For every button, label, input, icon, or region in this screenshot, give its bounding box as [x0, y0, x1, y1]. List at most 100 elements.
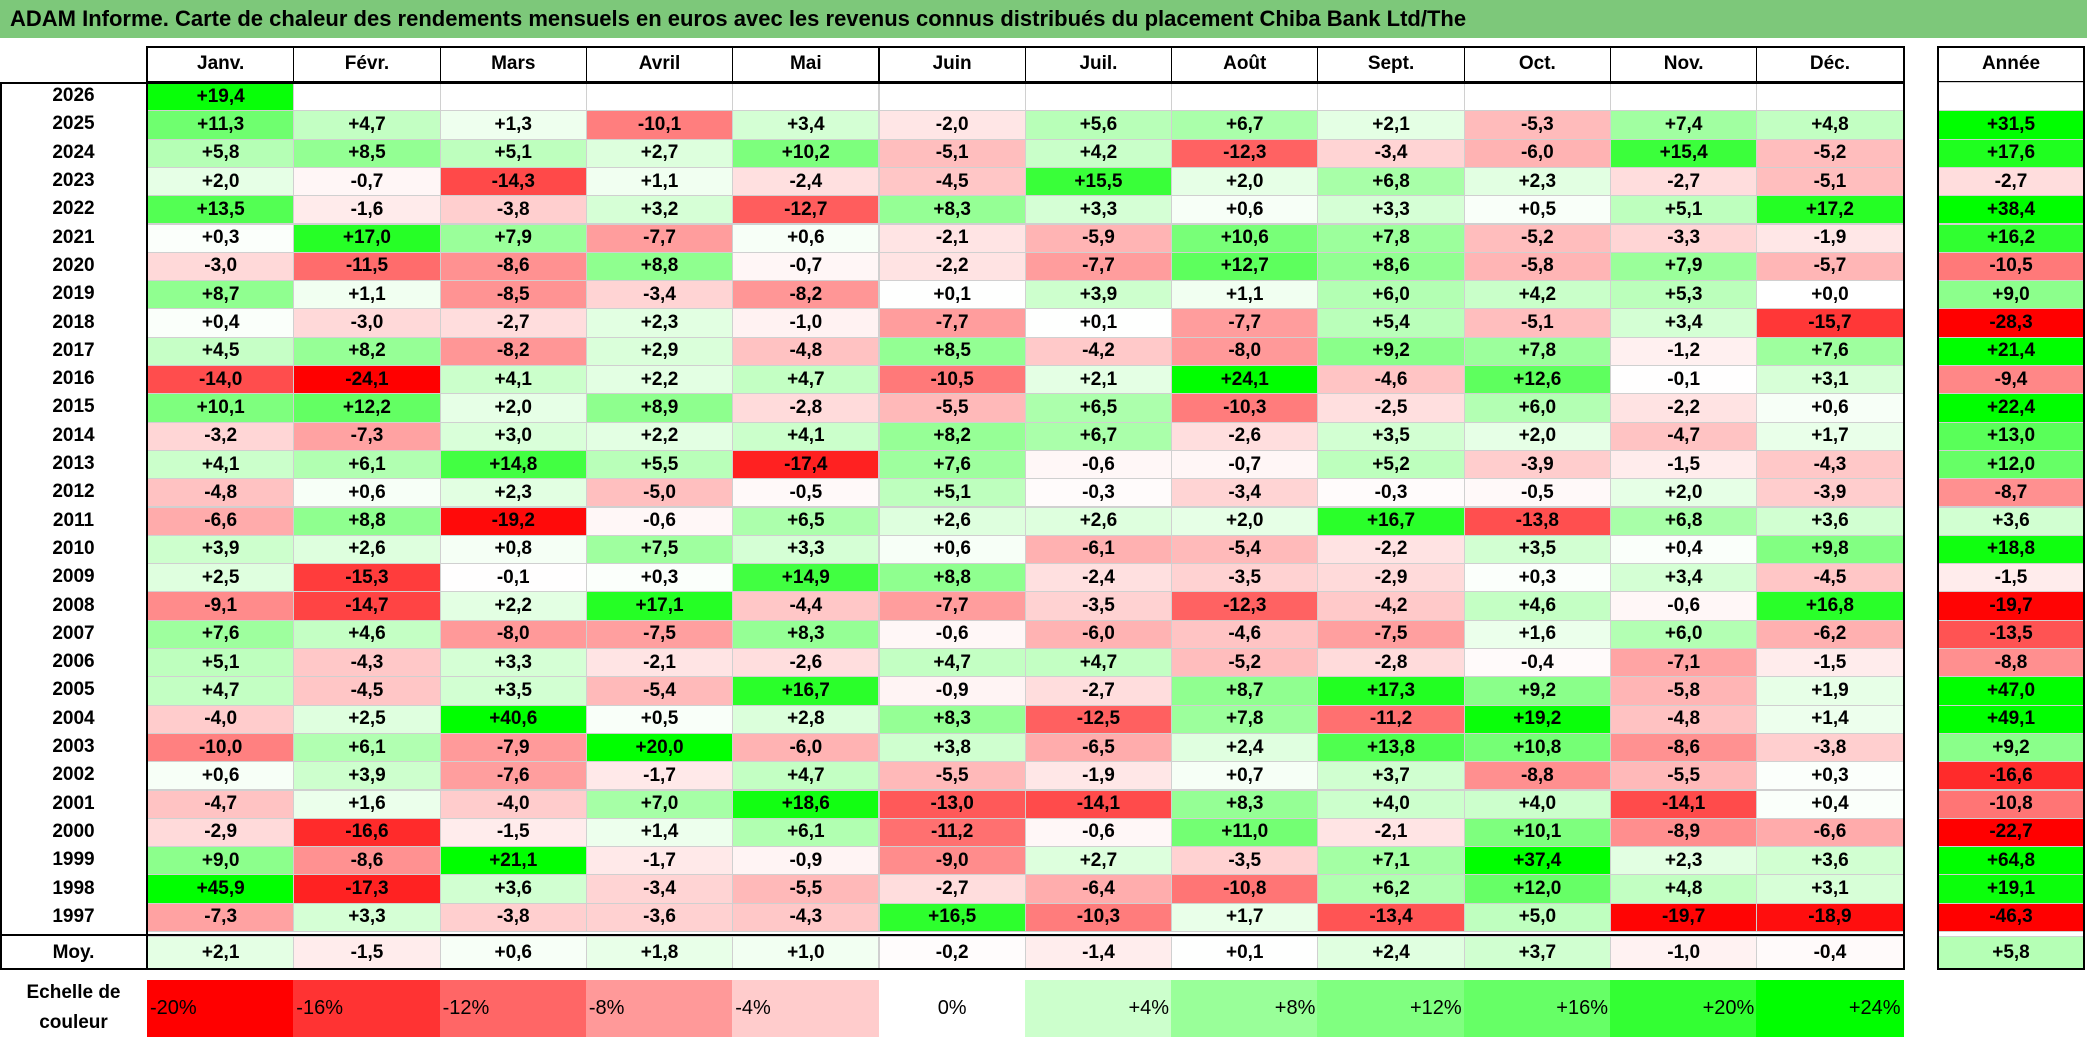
heatmap-cell: -8,5	[439, 280, 587, 310]
heatmap-cell: -6,0	[732, 732, 880, 763]
heatmap-cell: +4,1	[732, 421, 880, 451]
year-label: 2022	[0, 195, 147, 224]
heatmap-cell: +4,1	[439, 365, 587, 395]
annual-cell: +13,0	[1938, 421, 2084, 451]
heatmap-cell: -8,9	[1610, 817, 1758, 848]
annual-cell: +18,8	[1938, 534, 2084, 565]
heatmap-cell: -4,4	[732, 591, 880, 621]
heatmap-cell: -5,5	[1610, 761, 1758, 791]
heatmap-cell: +19,4	[147, 82, 295, 112]
heatmap-cell: -8,0	[1171, 336, 1319, 366]
heatmap-cell: -13,8	[1463, 506, 1611, 536]
heatmap-cell: -2,5	[1317, 393, 1465, 423]
average-cell: -0,4	[1756, 936, 1904, 969]
heatmap-cell: +3,5	[1463, 534, 1611, 565]
heatmap-cell: -4,2	[1024, 336, 1173, 366]
heatmap-cell: +20,0	[585, 732, 734, 763]
heatmap-cell: -5,2	[1756, 138, 1904, 168]
heatmap-cell: -0,5	[732, 478, 880, 508]
heatmap-cell: -5,8	[1610, 676, 1758, 706]
month-header: Août	[1171, 46, 1319, 82]
heatmap-cell: +17,2	[1756, 195, 1904, 225]
heatmap-cell: +15,4	[1610, 138, 1758, 168]
heatmap-cell: -10,5	[878, 365, 1026, 395]
month-header: Mars	[439, 46, 587, 82]
heatmap-cell: -8,6	[439, 251, 587, 282]
heatmap-cell: -4,7	[1610, 421, 1758, 451]
heatmap-cell: +10,1	[147, 393, 295, 423]
heatmap-cell: +8,5	[293, 138, 441, 168]
annual-cell: -13,5	[1938, 619, 2084, 649]
heatmap-cell: +2,2	[585, 365, 734, 395]
average-cell: +0,1	[1171, 936, 1319, 969]
heatmap-cell: +4,2	[1024, 138, 1173, 168]
heatmap-cell: -4,0	[147, 704, 295, 734]
heatmap-cell: -8,2	[439, 336, 587, 366]
heatmap-cell: -11,2	[1317, 704, 1465, 734]
heatmap-cell: +19,2	[1463, 704, 1611, 734]
year-label: 2003	[0, 732, 147, 762]
heatmap-cell: +5,5	[585, 449, 734, 480]
heatmap-cell: +2,0	[147, 166, 295, 197]
heatmap-cell: -7,7	[878, 591, 1026, 621]
heatmap-cell: +8,3	[1171, 789, 1319, 819]
heatmap-cell: -6,4	[1024, 874, 1173, 904]
heatmap-cell: +14,8	[439, 449, 587, 480]
heatmap-cell: -0,6	[1610, 591, 1758, 621]
heatmap-cell: +4,6	[1463, 591, 1611, 621]
heatmap-cell: +6,7	[1024, 421, 1173, 451]
heatmap-cell: -3,9	[1756, 478, 1904, 508]
heatmap-cell: -2,6	[1171, 421, 1319, 451]
heatmap-cell: -8,6	[293, 846, 441, 876]
heatmap-cell: +5,6	[1024, 110, 1173, 140]
heatmap-cell: -4,5	[1756, 563, 1904, 593]
average-cell: -1,0	[1610, 936, 1758, 969]
heatmap-cell: -3,8	[439, 195, 587, 225]
heatmap-cell: +6,5	[1024, 393, 1173, 423]
annual-cell: -46,3	[1938, 902, 2084, 932]
heatmap-cell: -4,6	[1317, 365, 1465, 395]
month-header: Oct.	[1463, 46, 1611, 82]
average-cell: +2,1	[147, 936, 295, 969]
heatmap-cell: -2,1	[585, 648, 734, 678]
heatmap-cell: +16,8	[1756, 591, 1904, 621]
heatmap-cell: -7,6	[439, 761, 587, 791]
heatmap-cell: -14,7	[293, 591, 441, 621]
heatmap-cell: +8,7	[1171, 676, 1319, 706]
heatmap-cell: -10,3	[1024, 902, 1173, 932]
heatmap-cell: -12,3	[1171, 138, 1319, 168]
month-header: Sept.	[1317, 46, 1465, 82]
heatmap-cell: -4,3	[293, 648, 441, 678]
scale-step: +20%	[1610, 980, 1758, 1037]
heatmap-cell: -17,3	[293, 874, 441, 904]
heatmap-cell: +9,0	[147, 846, 295, 876]
heatmap-cell: -18,9	[1756, 902, 1904, 932]
heatmap-cell: -12,3	[1171, 591, 1319, 621]
heatmap-cell: -3,2	[147, 421, 295, 451]
year-label: 2021	[0, 223, 147, 252]
year-label: 2010	[0, 534, 147, 564]
heatmap-cell	[1171, 82, 1319, 112]
heatmap-cell: -1,7	[585, 846, 734, 876]
heatmap-cell: -0,6	[1024, 449, 1173, 480]
year-label: 2024	[0, 138, 147, 167]
heatmap-cell: -2,0	[878, 110, 1026, 140]
heatmap-cell: +4,7	[1024, 648, 1173, 678]
month-header: Juin	[878, 46, 1026, 82]
annual-cell: -10,8	[1938, 789, 2084, 819]
heatmap-cell: +12,0	[1463, 874, 1611, 904]
heatmap-cell: +16,5	[878, 902, 1026, 932]
heatmap-cell: -15,3	[293, 563, 441, 593]
heatmap-cell: +7,6	[878, 449, 1026, 480]
heatmap-cell: -11,5	[293, 251, 441, 282]
heatmap-cell: +24,1	[1171, 365, 1319, 395]
annual-header: Année	[1938, 46, 2084, 82]
heatmap-cell: +5,1	[878, 478, 1026, 508]
heatmap-cell: +17,1	[585, 591, 734, 621]
heatmap-cell: -14,3	[439, 166, 587, 197]
heatmap-cell: -0,4	[1463, 648, 1611, 678]
heatmap-cell: +0,3	[585, 563, 734, 593]
heatmap-cell: +4,1	[147, 449, 295, 480]
heatmap-cell: -14,0	[147, 365, 295, 395]
heatmap-cell: -9,1	[147, 591, 295, 621]
